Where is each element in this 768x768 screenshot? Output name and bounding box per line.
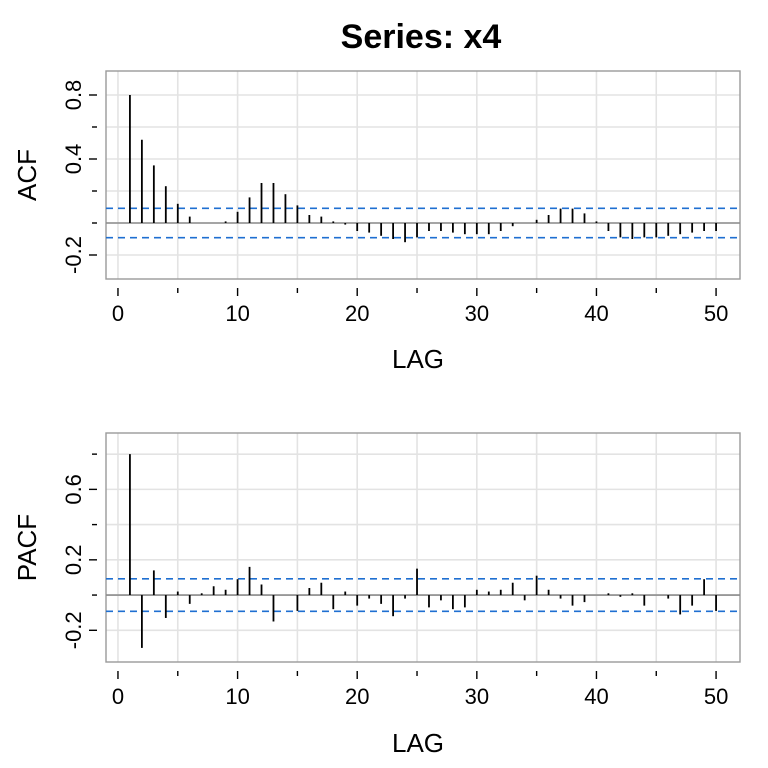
pacf-x-axis-label: LAG [392, 728, 444, 758]
acf-y-tick-label: 0.4 [61, 144, 86, 175]
pacf-plot-frame [105, 432, 741, 663]
pacf-y-tick-label: 0.6 [61, 474, 86, 505]
pacf-y-tick-label: 0.2 [61, 545, 86, 576]
pacf-x-tick-label: 30 [465, 684, 489, 709]
acf-x-tick-label: 0 [112, 301, 124, 326]
pacf-y-axis-label: PACF [12, 514, 42, 581]
acf-y-tick-label: 0.8 [61, 80, 86, 111]
pacf-y-tick-label: -0.2 [61, 611, 86, 649]
acf-y-tick-label: -0.2 [61, 236, 86, 274]
chart-title: Series: x4 [341, 18, 502, 56]
pacf-x-tick-label: 0 [112, 684, 124, 709]
pacf-x-tick-label: 10 [225, 684, 249, 709]
pacf-x-tick-label: 50 [704, 684, 728, 709]
pacf-x-tick-label: 40 [584, 684, 608, 709]
acf-plot-frame [105, 70, 741, 280]
acf-x-tick-label: 30 [465, 301, 489, 326]
acf-panel: 0 10 20 30 40 50 -0.2 0.4 0.8 LAG ACF [12, 70, 741, 374]
acf-y-axis-label: ACF [12, 149, 42, 201]
pacf-panel: 0 10 20 30 40 50 -0.2 0.2 0.6 LAG PACF [12, 432, 741, 758]
acf-x-tick-label: 10 [225, 301, 249, 326]
pacf-x-tick-label: 20 [345, 684, 369, 709]
acf-x-tick-label: 40 [584, 301, 608, 326]
acf-x-tick-label: 20 [345, 301, 369, 326]
acf-x-axis-label: LAG [392, 344, 444, 374]
acf-x-tick-label: 50 [704, 301, 728, 326]
